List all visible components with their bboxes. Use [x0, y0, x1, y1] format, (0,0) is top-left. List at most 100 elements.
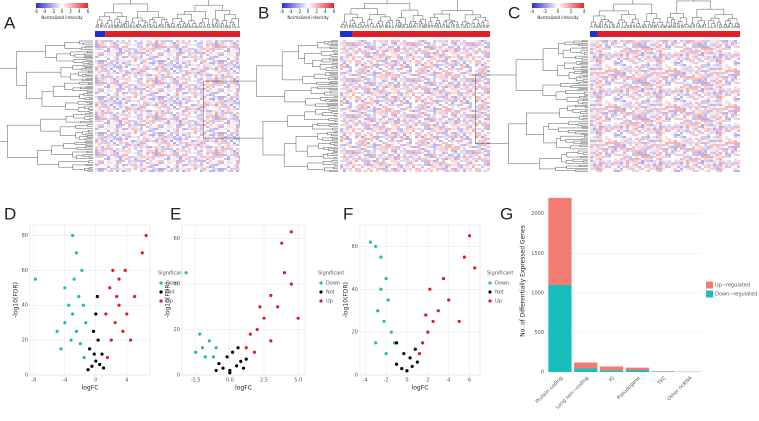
plot-area	[181, 224, 306, 376]
colorbar-label: Normalized intensity	[287, 15, 329, 20]
point	[113, 321, 117, 325]
dendrogram	[475, 40, 588, 172]
point	[78, 342, 82, 346]
point	[67, 303, 71, 307]
point	[252, 350, 257, 354]
point	[129, 338, 133, 342]
point	[386, 298, 390, 302]
point	[70, 312, 75, 316]
point	[198, 332, 202, 336]
x-axis-label: logFC	[235, 385, 252, 392]
point	[462, 255, 466, 259]
point	[70, 233, 75, 238]
y-tick-label: 60	[22, 268, 28, 274]
dendrogram	[203, 40, 338, 172]
x-tick-label: Pseudogene	[616, 375, 642, 401]
x-tick-label: 4	[125, 378, 128, 384]
y-tick-label: 0	[355, 373, 358, 379]
point	[104, 312, 108, 316]
point	[230, 350, 235, 354]
point	[384, 276, 388, 281]
y-tick-label: 20	[174, 327, 180, 333]
colorbar-label: Normalized intensity	[537, 15, 579, 20]
colorbar-label: Normalized intensity	[41, 15, 83, 20]
point	[241, 366, 246, 370]
point	[289, 282, 293, 286]
point	[63, 286, 67, 290]
point	[140, 251, 144, 255]
point	[400, 366, 404, 371]
legend-title: Significant	[318, 271, 344, 277]
point	[244, 346, 248, 350]
colorbar-tick-label: 4	[324, 9, 327, 14]
sample-group	[590, 31, 598, 37]
colorbar	[532, 3, 584, 8]
legend-label: Up	[326, 299, 333, 305]
x-tick-label: 4	[447, 378, 450, 384]
legend-label: Up−regulated	[715, 283, 750, 289]
point	[379, 287, 383, 291]
panel-label: C	[508, 3, 520, 22]
point	[217, 362, 221, 366]
point	[436, 309, 440, 313]
legend-marker	[319, 290, 323, 294]
dendrogram	[590, 0, 740, 28]
x-tick-label: -4	[363, 378, 368, 384]
point	[74, 329, 79, 333]
point	[262, 316, 266, 320]
x-tick-label: -2	[384, 378, 389, 384]
x-tick-label: -4	[62, 378, 67, 384]
point	[389, 330, 393, 334]
legend-marker	[488, 299, 492, 303]
point	[63, 321, 67, 325]
sample-group	[95, 31, 106, 37]
colorbar-tick-label: 6	[333, 9, 336, 14]
heatmap	[590, 40, 740, 172]
sample-group	[340, 31, 352, 37]
x-tick-label: 0	[405, 378, 408, 384]
legend-swatch	[706, 281, 713, 289]
point	[410, 364, 414, 369]
legend-marker	[319, 281, 323, 285]
legend-marker	[159, 290, 163, 294]
point	[374, 244, 378, 249]
point	[94, 312, 98, 316]
point	[228, 371, 232, 375]
y-tick-label: 0	[177, 373, 180, 379]
legend-label: Down	[326, 281, 340, 287]
panel-label: G	[500, 204, 513, 223]
bar-segment	[599, 370, 624, 372]
legend-label: Down−regulated	[715, 292, 757, 298]
point	[200, 346, 205, 350]
x-tick-label: 6	[468, 378, 471, 384]
dendrogram	[0, 40, 93, 172]
point	[125, 312, 129, 316]
point	[236, 346, 240, 350]
point	[473, 266, 477, 270]
point	[431, 319, 435, 324]
point	[276, 305, 280, 309]
x-tick-label: 2.5	[260, 378, 268, 384]
colorbar-tick-label: -4	[289, 9, 293, 14]
y-tick-label: 60	[352, 244, 358, 250]
point	[269, 293, 273, 298]
y-axis-label: -log10(FDR)	[13, 282, 20, 318]
point	[105, 355, 110, 360]
point	[428, 287, 432, 291]
colorbar-tick-label: 4	[583, 9, 586, 14]
point	[258, 305, 262, 309]
point	[98, 362, 102, 367]
point	[86, 368, 90, 372]
point	[394, 362, 399, 366]
x-tick-label: 2	[426, 378, 429, 384]
legend-label: Up	[495, 299, 502, 305]
point	[132, 294, 137, 299]
point	[374, 341, 378, 345]
point	[90, 364, 94, 368]
heatmap	[340, 40, 490, 172]
x-tick-label: TEC	[656, 375, 668, 387]
y-tick-label: 20	[352, 330, 358, 336]
legend-marker	[488, 281, 492, 285]
point	[100, 352, 104, 356]
colorbar-tick-label: 2	[315, 9, 318, 14]
